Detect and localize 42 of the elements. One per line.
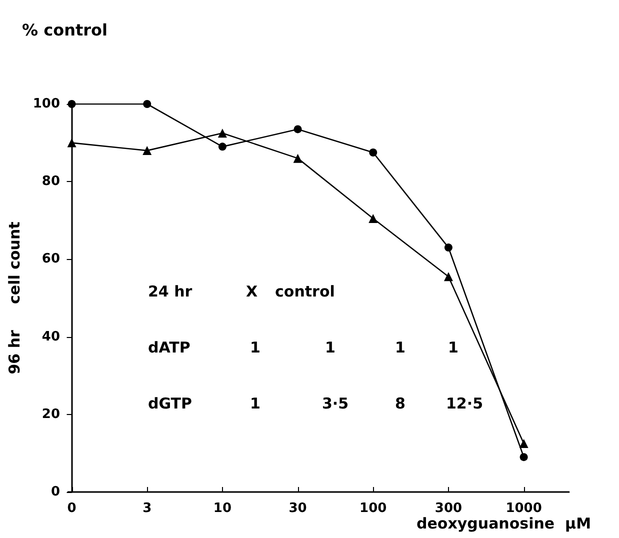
annotation: 1 [250,338,260,356]
annotation: dATP [148,338,190,356]
annotation: 1 [448,338,458,356]
annotation: 3·5 [322,394,349,412]
x-tick-label: 30 [288,501,307,516]
y-tick-label: 60 [42,252,60,267]
point [142,146,152,156]
annotation: X [246,282,258,300]
point [218,128,227,138]
annotation: control [275,282,335,300]
point [293,154,302,163]
point [294,125,302,134]
point [143,100,152,108]
x-tick-label: 1000 [506,501,542,516]
point [218,142,226,151]
annotation: 1 [250,394,260,412]
x-tick-label: 100 [360,501,387,516]
y-tick-label: 100 [32,96,60,112]
point [67,138,76,148]
annotation: 1 [325,338,336,356]
x-tick-label: 10 [213,501,232,516]
annotation: 24 hr [148,282,193,300]
point [444,244,452,252]
x-tick-label: 0 [67,501,76,516]
y-tick-label: 80 [42,174,60,190]
annotation: 1 [395,338,406,356]
x-tick-label: 3 [142,501,152,516]
chart-title: % control [22,20,108,40]
point [368,214,378,223]
point [519,439,528,448]
y-tick-label: 40 [42,329,60,344]
point [520,453,528,462]
y-tick-label: 20 [42,406,60,422]
x-axis-title: deoxyguanosine μM [416,514,592,532]
y-tick-label: 0 [50,484,60,500]
x-tick-label: 300 [434,501,462,516]
y-axis-title: 96 hr cell count [5,222,24,374]
annotation: 12·5 [446,394,484,412]
annotation: dGTP [148,394,192,412]
point [369,148,378,156]
point [444,272,453,282]
annotation: 8 [395,394,406,412]
